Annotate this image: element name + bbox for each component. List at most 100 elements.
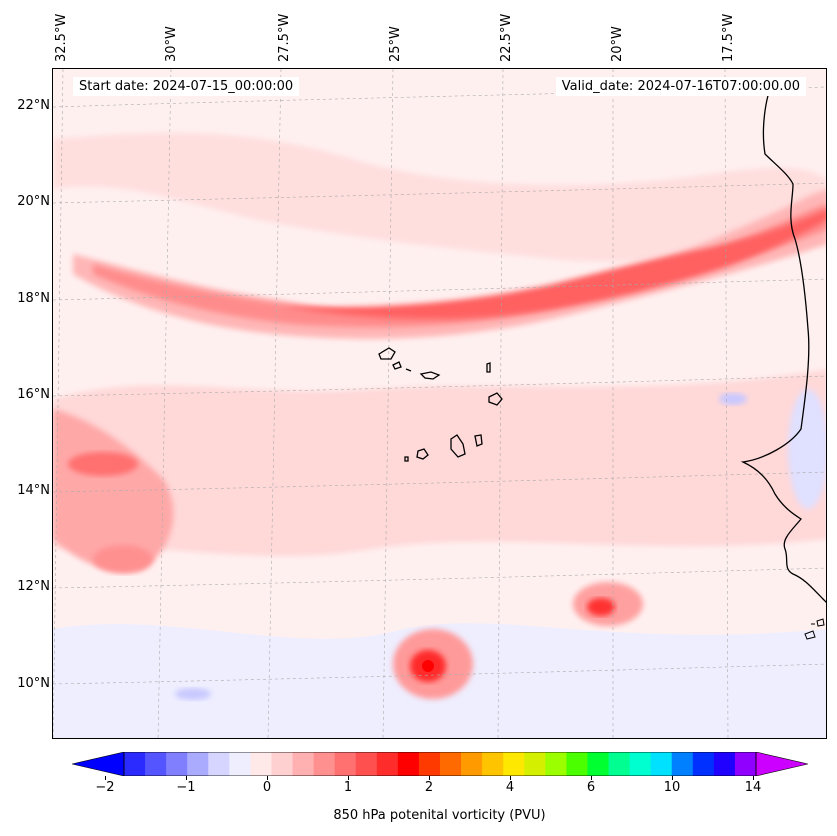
lat-label-22n: 22°N	[17, 98, 50, 113]
tickmark-minus1	[186, 776, 187, 780]
colorbar-cell	[713, 752, 736, 776]
island-sal	[486, 362, 491, 373]
lon-label-30w: 30°W	[164, 26, 179, 62]
meridian-32-5w	[53, 69, 64, 738]
pv-band-middle	[53, 369, 826, 557]
island-santa-luzia	[405, 368, 412, 372]
parallel-16n	[53, 375, 826, 397]
east-negative-patch	[719, 393, 747, 405]
parallel-18n	[53, 278, 826, 301]
colorbar-outline	[123, 752, 757, 776]
tickmark-0	[267, 776, 268, 780]
south-negative-patch	[175, 688, 211, 700]
parallel-10n	[53, 663, 826, 685]
tick-label-4: 4	[505, 780, 515, 795]
tick-label-minus2: −2	[95, 780, 115, 795]
colorbar-cell	[440, 752, 462, 776]
colorbar-cell	[587, 752, 610, 776]
colorbar-cell	[545, 752, 567, 776]
colorbar-cell	[418, 752, 441, 776]
meridian-22-5w	[497, 69, 504, 738]
tickmark-4	[510, 776, 511, 780]
lon-label-22-5w: 22.5°W	[499, 13, 514, 62]
colorbar-cell	[650, 752, 673, 776]
meridian-17-5w	[724, 69, 729, 738]
colorbar-cell	[524, 752, 546, 776]
lat-label-16n: 16°N	[17, 387, 50, 402]
colorbar-extend-min	[72, 752, 125, 776]
lat-label-18n: 18°N	[17, 291, 50, 306]
colorbar-cell	[734, 752, 757, 776]
tick-label-0: 0	[262, 780, 272, 795]
colorbar-cell	[187, 752, 209, 776]
pv-band-north	[53, 133, 826, 262]
colorbar-cell	[482, 752, 504, 776]
tickmark-2	[429, 776, 430, 780]
southwest-pv-max	[93, 545, 153, 573]
tick-label-1: 1	[343, 780, 353, 795]
tickmark-minus2	[105, 776, 106, 780]
lat-label-12n: 12°N	[17, 579, 50, 594]
colorbar-cell	[145, 752, 167, 776]
island-boa-vista	[488, 392, 503, 406]
island-fogo	[416, 448, 429, 460]
colorbar-cell	[229, 752, 251, 776]
valid-date-label: Valid_date: 2024-07-16T07:00:00.00	[555, 77, 806, 96]
colorbar-cell	[608, 752, 631, 776]
colorbar-cell	[271, 752, 294, 776]
lat-label-10n: 10°N	[17, 676, 50, 691]
parallel-12n	[53, 567, 826, 589]
colorbar-cell	[208, 752, 230, 776]
tick-label-minus1: −1	[176, 780, 196, 795]
colorbar-cell	[461, 752, 483, 776]
colorbar-cell	[166, 752, 188, 776]
africa-coastline	[740, 80, 826, 603]
tick-label-10: 10	[663, 780, 681, 795]
island-santiago	[450, 434, 466, 458]
colorbar-cell	[566, 752, 588, 776]
colorbar-cell	[313, 752, 336, 776]
west-pv-cluster	[53, 409, 174, 572]
colorbar-cell	[355, 752, 378, 776]
start-date-label: Start date: 2024-07-15_00:00:00	[73, 77, 300, 96]
colorbar-cell	[250, 752, 272, 776]
tickmark-1	[348, 776, 349, 780]
meridian-25w	[382, 69, 394, 738]
lon-label-20w: 20°W	[610, 26, 625, 62]
meridian-27-5w	[267, 69, 282, 738]
map-panel: Start date: 2024-07-15_00:00:00 Valid_da…	[52, 68, 827, 739]
lat-label-20n: 20°N	[17, 194, 50, 209]
colorbar-cell	[671, 752, 694, 776]
island-sao-vicente	[392, 361, 402, 370]
tick-label-14: 14	[744, 780, 762, 795]
jet-core	[283, 209, 826, 319]
meridian-30w	[157, 69, 172, 738]
lon-label-27-5w: 27.5°W	[277, 13, 292, 62]
south-vortex-center	[422, 660, 434, 672]
pv-field-map	[53, 69, 826, 738]
island-brava	[404, 456, 409, 462]
west-pv-max	[68, 452, 138, 476]
lon-label-32-5w: 32.5°W	[54, 13, 69, 62]
colorbar	[72, 752, 808, 776]
lat-label-14n: 14°N	[17, 483, 50, 498]
colorbar-extend-max	[755, 752, 808, 776]
island-maio	[474, 434, 483, 447]
tick-label-2: 2	[424, 780, 434, 795]
tickmark-6	[591, 776, 592, 780]
bijagos-islands	[804, 618, 825, 640]
colorbar-cell	[503, 752, 525, 776]
colorbar-cell	[292, 752, 315, 776]
colorbar-cell	[397, 752, 420, 776]
colorbar-cell	[692, 752, 715, 776]
southeast-vortex-core	[587, 598, 615, 616]
lon-label-17-5w: 17.5°W	[721, 13, 736, 62]
colorbar-cell	[376, 752, 399, 776]
parallel-22n	[53, 86, 826, 108]
parallel-20n	[53, 182, 826, 204]
colorbar-label: 850 hPa potenital vorticity (PVU)	[333, 808, 546, 823]
tick-label-6: 6	[586, 780, 596, 795]
graticule	[53, 69, 826, 738]
tickmark-10	[672, 776, 673, 780]
parallel-14n	[53, 471, 826, 493]
